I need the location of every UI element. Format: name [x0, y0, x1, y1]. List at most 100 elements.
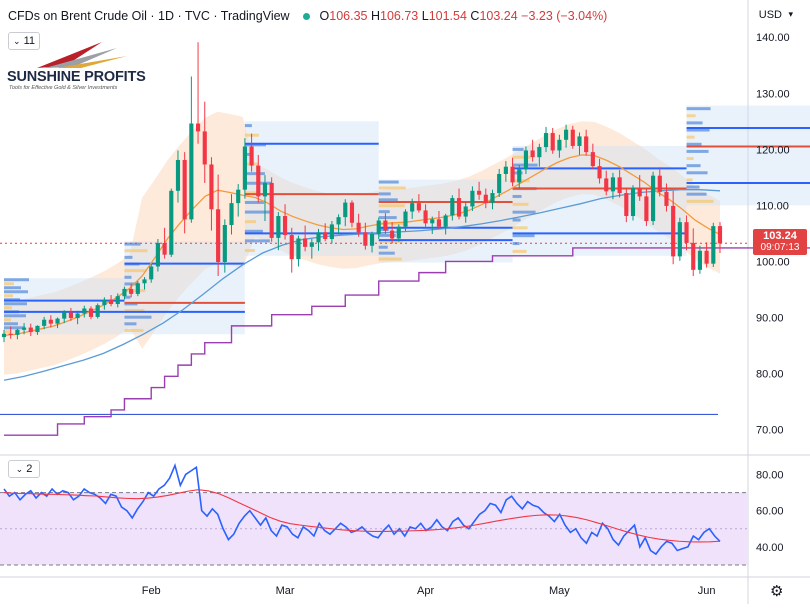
volume-profile-bar — [686, 121, 703, 125]
candle-body — [309, 242, 314, 247]
candle-body — [630, 187, 636, 217]
candle-body — [256, 165, 261, 197]
volume-profile-bar — [124, 315, 152, 319]
volume-profile-bar — [124, 269, 147, 273]
candle-body — [135, 283, 140, 294]
volume-profile-bar — [4, 278, 29, 282]
candle-body — [236, 189, 241, 204]
candle-body — [363, 232, 368, 246]
close-value: 103.24 — [479, 9, 518, 23]
volume-profile-bar — [686, 192, 707, 196]
volume-profile-bar — [686, 135, 695, 139]
volume-profile-bar — [4, 326, 25, 330]
candle-body — [711, 226, 716, 264]
candle-body — [584, 136, 589, 153]
candle-body — [262, 182, 268, 197]
candle-body — [296, 238, 301, 260]
candle-body — [657, 175, 662, 192]
candle-body — [202, 131, 207, 165]
trailing-stop-line — [4, 247, 810, 436]
candle-body — [550, 133, 555, 151]
chart-header: CFDs on Brent Crude Oil · 1D · TVC · Tra… — [8, 9, 607, 23]
candle-body — [42, 319, 47, 326]
candle-body — [483, 194, 488, 204]
currency-selector[interactable]: USD — [758, 9, 782, 21]
candle-body — [617, 177, 622, 194]
candle-body — [115, 296, 120, 305]
symbol-title[interactable]: CFDs on Brent Crude Oil · 1D · TVC · Tra… — [8, 9, 290, 23]
volume-profile-bar — [512, 194, 522, 198]
candle-body — [684, 222, 689, 243]
rsi-tick-label: 60.00 — [756, 506, 784, 518]
candle-body — [48, 319, 53, 324]
volume-profile-bar — [378, 204, 405, 208]
logo-subtitle: Tools for Effective Gold & Silver Invest… — [9, 85, 118, 91]
price-tick-label: 140.00 — [756, 32, 790, 44]
candle-body — [697, 250, 702, 270]
slow-moving-average-line — [3, 189, 721, 381]
candle-body — [122, 288, 127, 297]
logo-title: SUNSHINE PROFITS — [7, 69, 146, 85]
candle-body — [564, 129, 569, 140]
candle-body — [443, 215, 448, 227]
market-status-icon — [303, 13, 311, 21]
volume-profile-bar — [378, 180, 399, 184]
sunshine-logo-icon — [37, 42, 127, 68]
candle-body — [15, 329, 20, 335]
last-price: 103.24 — [763, 230, 797, 242]
time-tick-label: Mar — [276, 585, 295, 597]
volume-profile-bar — [378, 210, 390, 214]
volume-profile-bar — [512, 202, 529, 206]
volume-profile-bar — [686, 107, 711, 111]
volume-profile-bar — [686, 185, 700, 189]
volume-profile-bar — [512, 147, 524, 151]
candle-body — [242, 146, 247, 190]
candle-body — [62, 312, 67, 319]
candle-body — [142, 279, 147, 284]
candle-body — [390, 230, 395, 239]
price-tick-label: 80.00 — [756, 369, 784, 381]
candle-body — [570, 129, 575, 146]
rsi-indicators-toggle[interactable]: ⌄ 2 — [8, 460, 40, 478]
candle-body — [108, 299, 114, 305]
candle-body — [88, 308, 94, 317]
rsi-moving-average-line — [3, 489, 721, 543]
candle-body — [68, 312, 73, 319]
volume-profile-bar — [124, 242, 141, 246]
high-value: 106.73 — [380, 9, 419, 23]
candle-body — [523, 150, 529, 170]
volume-profile-bar — [244, 229, 263, 233]
candle-body — [28, 327, 33, 333]
candle-body — [671, 205, 676, 257]
time-tick-label: May — [549, 585, 570, 597]
volume-profile-bar — [4, 322, 18, 326]
volume-profile-bar — [686, 149, 709, 153]
settings-gear-icon[interactable]: ⚙ — [770, 583, 784, 600]
candle-body — [289, 235, 294, 260]
price-tick-label: 130.00 — [756, 88, 790, 100]
volume-profile-bar — [378, 257, 402, 261]
main-indicators-toggle[interactable]: ⌄ 11 — [8, 32, 40, 50]
candle-body — [175, 159, 181, 191]
rsi-tick-label: 80.00 — [756, 469, 784, 481]
candle-body — [55, 318, 60, 324]
main-indicator-count: 11 — [23, 35, 36, 47]
candle-body — [329, 224, 334, 239]
candle-body — [269, 182, 274, 238]
volume-profile-bar — [4, 282, 14, 286]
volume-profile-bar — [378, 186, 406, 190]
chevron-down-icon: ⌄ — [15, 464, 24, 474]
candle-body — [503, 166, 508, 174]
candle-body — [604, 178, 609, 192]
volume-profile-bar — [244, 143, 266, 147]
volume-profile-bar — [378, 233, 396, 237]
candle-body — [323, 232, 328, 239]
price-tick-label: 100.00 — [756, 256, 790, 268]
volume-profile-bar — [124, 249, 148, 253]
chevron-down-icon[interactable]: ▾ — [788, 9, 793, 19]
volume-profile-bar — [378, 216, 397, 220]
candle-body — [577, 136, 582, 146]
volume-profile-bar — [686, 157, 694, 161]
volume-profile-bar — [124, 275, 132, 279]
